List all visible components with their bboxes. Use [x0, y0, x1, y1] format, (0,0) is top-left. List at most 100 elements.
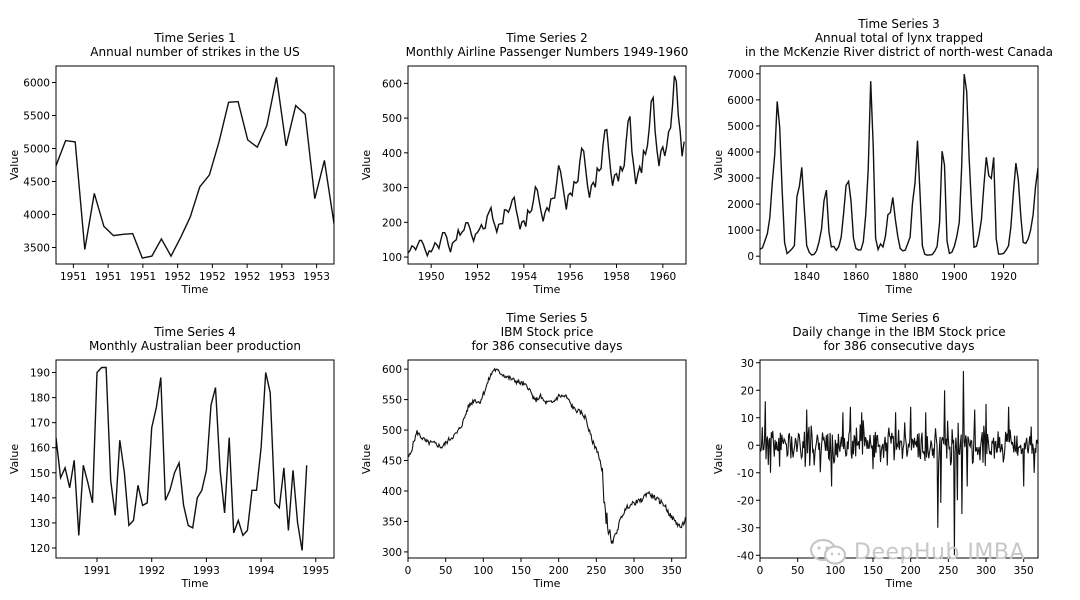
- x-tick-label: 250: [586, 565, 606, 577]
- y-tick-label: 4500: [23, 177, 50, 189]
- x-tick-label: 1953: [303, 271, 330, 283]
- axes-frame: [55, 359, 335, 559]
- chart-subtitle: for 386 consecutive days: [823, 339, 974, 353]
- x-tick-label: 1953: [269, 271, 296, 283]
- x-tick-label: 250: [938, 565, 958, 577]
- y-axis-label: Value: [8, 150, 21, 180]
- x-axis-label: Time: [181, 577, 209, 590]
- y-tick-label: 2000: [727, 199, 754, 211]
- x-tick-label: 1951: [95, 271, 122, 283]
- x-tick-label: 100: [473, 565, 493, 577]
- y-tick-label: 100: [382, 252, 402, 264]
- chart-title: Time Series 6: [857, 311, 940, 325]
- y-tick-label: 600: [382, 78, 402, 90]
- y-tick-label: -30: [737, 523, 754, 535]
- axes-frame: [759, 65, 1039, 265]
- y-tick-label: 160: [30, 443, 50, 455]
- y-tick-label: 400: [382, 148, 402, 160]
- x-tick-label: 300: [976, 565, 996, 577]
- y-axis-label: Value: [360, 150, 373, 180]
- chart-subtitle: in the McKenzie River district of north-…: [745, 45, 1053, 59]
- chart-subtitle: Monthly Airline Passenger Numbers 1949-1…: [406, 45, 689, 59]
- x-tick-label: 350: [662, 565, 682, 577]
- chart-title: Time Series 4: [153, 325, 236, 339]
- x-tick-label: 200: [549, 565, 569, 577]
- chart-subtitle: IBM Stock price: [501, 325, 594, 339]
- y-tick-label: 300: [382, 183, 402, 195]
- series-line: [56, 366, 308, 551]
- y-tick-label: 3000: [727, 173, 754, 185]
- x-tick-label: 0: [405, 565, 412, 577]
- y-tick-label: 1000: [727, 225, 754, 237]
- series-line: [408, 367, 686, 545]
- y-tick-label: -40: [737, 550, 754, 562]
- y-tick-label: 4000: [727, 147, 754, 159]
- series-line: [760, 370, 1038, 556]
- x-tick-label: 1951: [130, 271, 157, 283]
- x-tick-label: 300: [624, 565, 644, 577]
- y-tick-label: 3500: [23, 243, 50, 255]
- x-axis-label: Time: [181, 283, 209, 296]
- x-tick-label: 1992: [138, 565, 165, 577]
- x-tick-label: 1991: [84, 565, 111, 577]
- y-tick-label: 600: [382, 364, 402, 376]
- x-tick-label: 1860: [843, 271, 870, 283]
- y-tick-label: 7000: [727, 69, 754, 81]
- chart-title: Time Series 5: [505, 311, 588, 325]
- wechat-icon: [809, 538, 847, 565]
- axes-frame: [759, 359, 1039, 559]
- y-axis-label: Value: [360, 444, 373, 474]
- chart-subtitle: Annual total of lynx trapped: [815, 31, 983, 45]
- y-tick-label: 550: [382, 395, 402, 407]
- y-tick-label: 20: [741, 385, 754, 397]
- x-tick-label: 50: [791, 565, 804, 577]
- x-tick-label: 150: [511, 565, 531, 577]
- y-tick-label: 5000: [727, 121, 754, 133]
- y-tick-label: 400: [382, 486, 402, 498]
- y-tick-label: 350: [382, 516, 402, 528]
- y-tick-label: 150: [30, 468, 50, 480]
- axes-frame: [407, 65, 687, 265]
- x-tick-label: 150: [863, 565, 883, 577]
- y-tick-label: 10: [741, 413, 754, 425]
- y-tick-label: 5000: [23, 144, 50, 156]
- x-axis-label: Time: [533, 577, 561, 590]
- y-tick-label: 170: [30, 418, 50, 430]
- x-tick-label: 0: [757, 565, 764, 577]
- y-tick-label: 0: [747, 251, 754, 263]
- x-tick-label: 1956: [557, 271, 584, 283]
- x-tick-label: 1952: [199, 271, 226, 283]
- chart-title: Time Series 1: [153, 31, 236, 45]
- watermark-text: DeepHub IMBA: [854, 539, 1026, 565]
- watermark: DeepHub IMBA: [808, 536, 1058, 568]
- y-tick-label: 190: [30, 368, 50, 380]
- y-tick-label: 140: [30, 493, 50, 505]
- y-tick-label: 200: [382, 217, 402, 229]
- series-line: [760, 74, 1038, 256]
- x-tick-label: 1954: [510, 271, 537, 283]
- axes-frame: [407, 359, 687, 559]
- x-tick-label: 1952: [164, 271, 191, 283]
- y-tick-label: 5500: [23, 111, 50, 123]
- y-axis-label: Value: [8, 444, 21, 474]
- x-tick-label: 50: [439, 565, 452, 577]
- chart-subtitle: for 386 consecutive days: [471, 339, 622, 353]
- x-tick-label: 1880: [892, 271, 919, 283]
- y-tick-label: 30: [741, 358, 754, 370]
- x-tick-label: 1952: [234, 271, 261, 283]
- x-tick-label: 1951: [60, 271, 87, 283]
- chart-subtitle: Annual number of strikes in the US: [90, 45, 299, 59]
- x-tick-label: 1960: [649, 271, 676, 283]
- y-tick-label: 0: [747, 440, 754, 452]
- x-tick-label: 350: [1014, 565, 1034, 577]
- x-tick-label: 1994: [248, 565, 275, 577]
- y-tick-label: 300: [382, 547, 402, 559]
- x-tick-label: 1958: [603, 271, 630, 283]
- x-axis-label: Time: [885, 283, 913, 296]
- y-tick-label: 6000: [727, 95, 754, 107]
- x-tick-label: 200: [901, 565, 921, 577]
- x-tick-label: 1950: [418, 271, 445, 283]
- y-tick-label: 450: [382, 456, 402, 468]
